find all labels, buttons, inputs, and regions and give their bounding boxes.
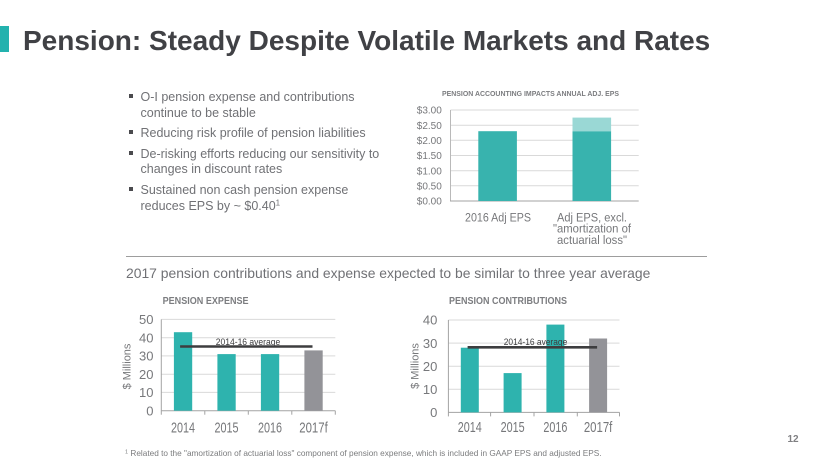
- svg-text:2016: 2016: [543, 419, 567, 436]
- svg-text:"amortization of: "amortization of: [553, 222, 632, 236]
- svg-text:$ Millions: $ Millions: [122, 343, 134, 389]
- svg-text:30: 30: [423, 336, 437, 351]
- svg-text:50: 50: [139, 312, 153, 327]
- svg-text:$2.50: $2.50: [417, 121, 442, 132]
- svg-text:0: 0: [146, 403, 153, 418]
- svg-text:20: 20: [423, 359, 437, 374]
- svg-text:2015: 2015: [215, 419, 239, 436]
- svg-text:PENSION EXPENSE: PENSION EXPENSE: [163, 295, 249, 307]
- svg-text:2016: 2016: [258, 419, 282, 436]
- svg-text:$0.00: $0.00: [417, 197, 442, 208]
- svg-text:$0.50: $0.50: [417, 181, 442, 192]
- svg-text:PENSION CONTRIBUTIONS: PENSION CONTRIBUTIONS: [449, 295, 567, 307]
- svg-text:Adj EPS, excl.: Adj EPS, excl.: [557, 210, 627, 224]
- svg-text:10: 10: [423, 382, 437, 397]
- svg-text:40: 40: [423, 313, 437, 328]
- svg-text:2017f: 2017f: [299, 419, 328, 436]
- svg-text:$1.50: $1.50: [417, 151, 442, 162]
- svg-text:$ Millions: $ Millions: [410, 343, 422, 389]
- svg-text:0: 0: [430, 405, 437, 420]
- svg-text:2017f: 2017f: [584, 419, 613, 436]
- svg-text:2016 Adj EPS: 2016 Adj EPS: [465, 210, 531, 224]
- svg-text:40: 40: [139, 330, 153, 345]
- svg-text:30: 30: [139, 349, 153, 364]
- svg-text:2014-16 average: 2014-16 average: [504, 337, 568, 347]
- svg-text:actuarial loss": actuarial loss": [557, 233, 627, 247]
- svg-text:2014: 2014: [171, 419, 195, 436]
- svg-text:PENSION ACCOUNTING IMPACTS ANN: PENSION ACCOUNTING IMPACTS ANNUAL ADJ. E…: [442, 89, 619, 98]
- svg-text:2014-16 average: 2014-16 average: [216, 337, 281, 347]
- svg-text:$3.00: $3.00: [417, 106, 442, 117]
- svg-text:20: 20: [139, 367, 153, 382]
- svg-text:2015: 2015: [501, 419, 525, 436]
- svg-text:10: 10: [139, 385, 153, 400]
- svg-text:$1.00: $1.00: [417, 166, 442, 177]
- svg-text:$2.00: $2.00: [417, 136, 442, 147]
- svg-text:2014: 2014: [458, 419, 482, 436]
